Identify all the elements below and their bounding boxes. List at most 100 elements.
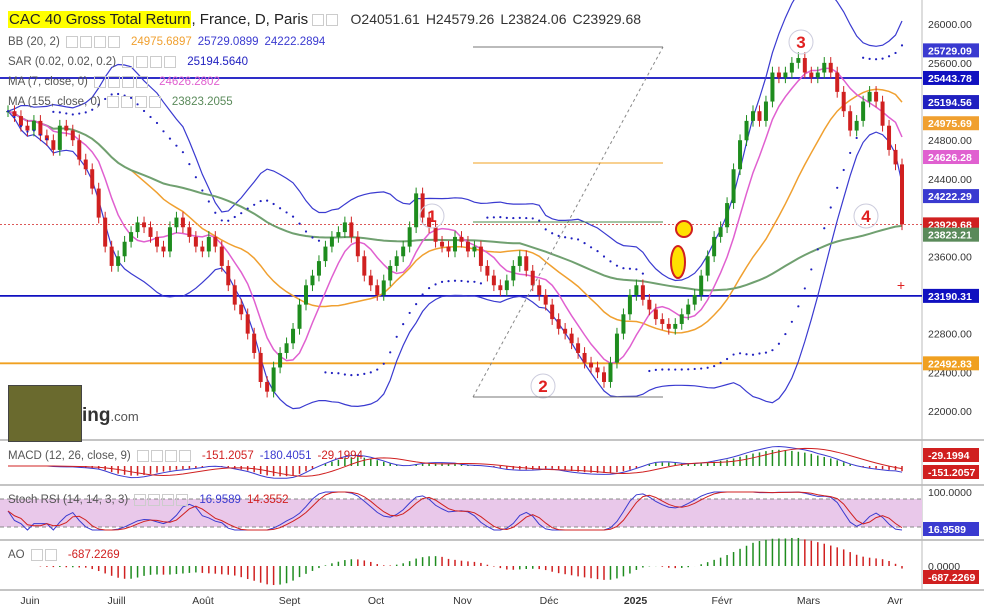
sar-dot-63	[415, 303, 418, 306]
candle-body-11	[77, 140, 82, 160]
header-buttons[interactable]	[312, 11, 340, 28]
sar-dot-47	[311, 236, 314, 239]
sar-dot-101	[661, 368, 664, 371]
sar-dot-74	[486, 216, 489, 219]
legend-bb[interactable]: BB (20, 2) 24975.6897 25729.0899 24222.289…	[8, 36, 326, 49]
candle-body-8	[57, 125, 62, 150]
sar-dot-39	[259, 199, 262, 203]
candle-body-18	[122, 241, 127, 257]
sar-dot-72	[473, 280, 476, 283]
legend-stoch[interactable]: Stoch RSI (14, 14, 3, 3) 16.9589 14.3552	[8, 494, 289, 507]
sar-dot-124	[810, 268, 813, 271]
x-tick-2: Août	[192, 595, 214, 607]
candle-body-133	[867, 91, 872, 102]
sar-dot-104	[680, 368, 683, 371]
price-tag-bg-9	[923, 356, 979, 371]
candle-body-130	[848, 111, 853, 131]
sar-dot-6	[45, 138, 48, 141]
candle-body-55	[362, 256, 367, 276]
sar-dot-135	[881, 57, 884, 60]
sar-dot-25	[168, 137, 172, 140]
sub-tag-0: -29.1994	[928, 450, 970, 462]
sub-tag-1: -151.2057	[928, 467, 975, 479]
sar-dot-29	[194, 176, 197, 179]
chart-header: CAC 40 Gross Total Return, France, D, Pa…	[8, 11, 647, 28]
sar-dot-119	[777, 342, 781, 345]
sar-dot-127	[829, 206, 832, 209]
sar-dot-56	[369, 371, 372, 374]
candle-body-67	[440, 241, 445, 247]
ohlc-low: L23824.06	[500, 11, 567, 27]
legend-sar[interactable]: SAR (0.02, 0.02, 0.2) 25194.5640	[8, 56, 249, 69]
candle-body-132	[861, 101, 866, 121]
candle-body-127	[828, 62, 833, 73]
candle-body-129	[841, 91, 846, 112]
sub-tag-5: -687.2269	[928, 572, 975, 584]
sar-dot-71	[466, 280, 470, 283]
candle-body-52	[342, 222, 347, 233]
candle-body-36	[239, 304, 244, 315]
sar-dot-17	[117, 92, 120, 96]
candle-body-64	[420, 193, 425, 218]
candle-body-97	[634, 285, 639, 295]
sar-dot-133	[868, 57, 871, 60]
sar-dot-115	[751, 353, 755, 356]
legend-ma7[interactable]: MA (7, close, 0) 24626.2802	[8, 76, 220, 89]
candle-body-82	[537, 285, 542, 295]
sar-dot-57	[376, 368, 379, 371]
candle-body-91	[595, 367, 600, 373]
sar-dot-60	[395, 335, 398, 338]
candle-body-12	[83, 159, 88, 170]
x-tick-1: Juill	[107, 595, 125, 607]
sar-dot-96	[628, 267, 632, 270]
candle-body-90	[589, 362, 594, 368]
candle-body-125	[815, 72, 820, 78]
candle-body-80	[524, 256, 529, 271]
x-tick-9: Mars	[797, 595, 820, 607]
sar-dot-97	[635, 268, 638, 271]
candle-body-43	[284, 343, 289, 353]
y-tick-3: 24400.00	[928, 174, 972, 186]
sar-dot-3	[26, 130, 29, 133]
sar-dot-78	[512, 216, 515, 220]
candle-body-65	[427, 217, 432, 228]
y-tick-1: 25600.00	[928, 58, 972, 70]
legend-ma155[interactable]: MA (155, close, 0) 23823.2055	[8, 96, 233, 109]
sub-tag-3: 16.9589	[928, 524, 966, 536]
candle-body-87	[569, 333, 574, 344]
candle-body-77	[504, 280, 509, 291]
candle-body-117	[763, 101, 768, 121]
candle-body-46	[304, 285, 308, 305]
candle-body-30	[200, 246, 205, 252]
sar-dot-34	[227, 219, 230, 222]
annotation-circle-0	[419, 203, 445, 229]
symbol-title[interactable]: CAC 40 Gross Total Return	[8, 11, 192, 28]
legend-macd[interactable]: MACD (12, 26, close, 9) -151.2057 -180.40…	[8, 450, 363, 463]
price-tag-8: 23190.31	[928, 291, 972, 303]
sar-dot-35	[233, 215, 236, 219]
sar-dot-40	[266, 199, 269, 202]
candle-body-105	[686, 304, 691, 315]
candle-body-48	[316, 261, 321, 276]
candle-body-110	[718, 227, 723, 237]
x-tick-3: Sept	[279, 595, 301, 607]
legend-ao[interactable]: AO -687.2269	[8, 549, 120, 562]
sar-dot-79	[518, 216, 521, 220]
annotation-circle-3	[853, 203, 879, 229]
sar-dot-11	[78, 112, 81, 115]
sar-dot-122	[797, 305, 800, 308]
sub-tag-bg-1	[923, 465, 979, 479]
stoch-band	[0, 499, 922, 527]
candle-body-86	[563, 328, 568, 334]
candle-body-103	[673, 323, 678, 329]
sub-tag-2: 100.0000	[928, 487, 972, 499]
sar-dot-131	[855, 136, 858, 140]
candle-body-131	[854, 120, 859, 131]
candle-body-2	[18, 116, 23, 126]
candle-body-124	[809, 72, 814, 78]
sar-dot-21	[142, 109, 146, 113]
candle-body-135	[880, 101, 885, 126]
sar-dot-4	[32, 129, 36, 132]
x-tick-10: Avr	[887, 595, 903, 607]
